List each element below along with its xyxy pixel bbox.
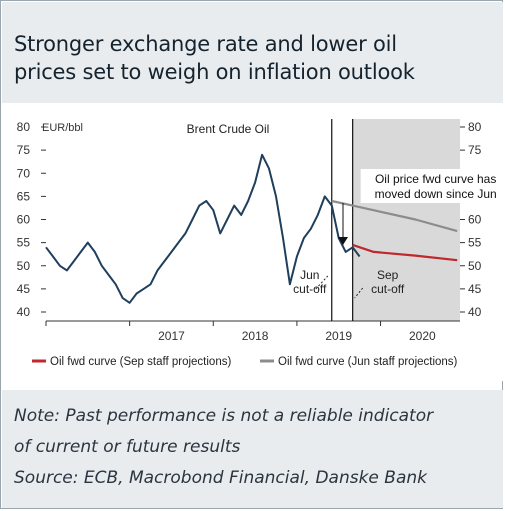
y-tick-label-left: 70 bbox=[17, 166, 31, 180]
y-tick-label-left: 65 bbox=[17, 189, 31, 203]
y-tick-label-right: 55 bbox=[468, 236, 482, 250]
oil-price-chart: 404045455050555560606565707075758080EUR/… bbox=[17, 119, 505, 368]
annotation-box bbox=[360, 169, 505, 203]
x-tick-label: 2020 bbox=[409, 329, 436, 343]
x-tick-label: 2018 bbox=[242, 329, 269, 343]
y-tick-label-left: 75 bbox=[17, 143, 31, 157]
y-tick-label-right: 40 bbox=[468, 305, 482, 319]
y-tick-label-right: 50 bbox=[468, 259, 482, 273]
note-line-3: Source: ECB, Macrobond Financial, Danske… bbox=[14, 468, 427, 488]
legend-label-sep: Oil fwd curve (Sep staff projections) bbox=[50, 356, 231, 368]
y-tick-label-right: 75 bbox=[468, 143, 482, 157]
x-tick-label: 2017 bbox=[158, 329, 185, 343]
y-tick-label-right: 60 bbox=[468, 213, 482, 227]
jun-cutoff-label: cut-off bbox=[293, 282, 327, 296]
chart-area: 404045455050555560606565707075758080EUR/… bbox=[2, 103, 505, 381]
annotation-text: Oil price fwd curve has bbox=[375, 172, 496, 186]
sep-cutoff-label: cut-off bbox=[371, 282, 405, 296]
title-panel: Stronger exchange rate and lower oil pri… bbox=[2, 2, 503, 103]
brent-crude-line bbox=[45, 153, 361, 304]
sep-fwd-curve-line bbox=[352, 243, 458, 262]
y-tick-label-left: 45 bbox=[17, 282, 31, 296]
chart-title-line1: Stronger exchange rate and lower oil bbox=[14, 32, 397, 56]
x-tick-label: 2019 bbox=[325, 329, 352, 343]
jun-fwd-curve-line bbox=[331, 199, 458, 233]
y-tick-label-right: 80 bbox=[468, 120, 482, 134]
annotation-arrow-head bbox=[338, 237, 348, 245]
y-tick-label-left: 55 bbox=[17, 236, 31, 250]
jun-cutoff-label: Jun bbox=[300, 268, 319, 282]
y-tick-label-left: 40 bbox=[17, 305, 31, 319]
note-line-2: of current or future results bbox=[14, 437, 241, 457]
jun-cutoff-pointer bbox=[315, 275, 329, 290]
brent-series-label: Brent Crude Oil bbox=[187, 122, 270, 136]
y-tick-label-left: 80 bbox=[17, 120, 31, 134]
note-line-1: Note: Past performance is not a reliable… bbox=[14, 406, 434, 426]
y-tick-label-left: 50 bbox=[17, 259, 31, 273]
sep-cutoff-label: Sep bbox=[377, 268, 399, 282]
chart-title: Stronger exchange rate and lower oil pri… bbox=[14, 30, 494, 86]
y-tick-label-right: 45 bbox=[468, 282, 482, 296]
note-panel: Note: Past performance is not a reliable… bbox=[2, 390, 503, 508]
legend-label-jun: Oil fwd curve (Jun staff projections) bbox=[278, 356, 458, 368]
chart-title-line2: prices set to weigh on inflation outlook bbox=[14, 60, 415, 84]
sep-projection-shading bbox=[352, 119, 460, 321]
y-tick-label-left: 60 bbox=[17, 213, 31, 227]
y-axis-unit-label: EUR/bbl bbox=[42, 122, 83, 134]
annotation-text: moved down since Jun bbox=[375, 187, 497, 201]
